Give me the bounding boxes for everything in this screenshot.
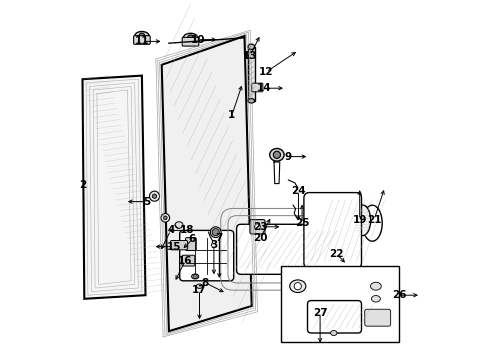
Text: 12: 12 [258, 67, 273, 77]
Text: 20: 20 [253, 233, 267, 243]
Text: 27: 27 [312, 308, 327, 318]
Ellipse shape [196, 284, 203, 288]
Text: 24: 24 [290, 186, 305, 196]
Text: 22: 22 [328, 249, 343, 259]
FancyBboxPatch shape [251, 83, 263, 92]
Ellipse shape [354, 205, 370, 236]
Ellipse shape [289, 280, 305, 292]
Bar [280, 266, 399, 342]
Text: 9: 9 [284, 152, 291, 162]
Ellipse shape [362, 205, 382, 241]
FancyBboxPatch shape [170, 240, 187, 250]
Circle shape [193, 274, 197, 279]
Text: 19: 19 [352, 215, 366, 225]
Text: 8: 8 [201, 278, 208, 288]
FancyBboxPatch shape [249, 220, 264, 234]
Ellipse shape [247, 99, 254, 103]
Ellipse shape [134, 32, 149, 41]
Ellipse shape [210, 227, 221, 238]
Circle shape [212, 229, 219, 236]
Text: 15: 15 [167, 242, 181, 252]
Circle shape [273, 151, 280, 158]
Ellipse shape [183, 33, 197, 42]
Ellipse shape [175, 222, 183, 228]
Circle shape [187, 35, 193, 41]
Text: 5: 5 [142, 197, 150, 207]
Ellipse shape [247, 44, 254, 50]
Bar [247, 47, 254, 101]
FancyBboxPatch shape [307, 301, 361, 333]
Text: 17: 17 [192, 285, 206, 295]
Ellipse shape [371, 296, 380, 302]
Text: 3: 3 [210, 240, 217, 250]
FancyBboxPatch shape [303, 193, 361, 268]
Text: 23: 23 [253, 222, 267, 232]
Circle shape [139, 33, 144, 39]
FancyBboxPatch shape [236, 224, 309, 274]
Text: 4: 4 [167, 225, 174, 235]
FancyBboxPatch shape [179, 230, 233, 281]
Text: 10: 10 [190, 35, 204, 45]
Text: 7: 7 [215, 233, 223, 243]
FancyBboxPatch shape [364, 309, 390, 326]
Text: 16: 16 [178, 256, 192, 266]
Circle shape [254, 224, 260, 230]
Circle shape [149, 191, 159, 201]
FancyBboxPatch shape [133, 36, 150, 44]
Text: 2: 2 [79, 180, 86, 190]
Text: 21: 21 [366, 215, 381, 225]
Polygon shape [162, 36, 251, 331]
Text: 18: 18 [179, 225, 194, 235]
Ellipse shape [330, 330, 336, 336]
Polygon shape [82, 76, 145, 299]
Ellipse shape [370, 282, 381, 290]
Circle shape [152, 194, 156, 198]
FancyBboxPatch shape [182, 37, 199, 46]
Circle shape [163, 216, 167, 220]
Text: 1: 1 [228, 110, 235, 120]
FancyBboxPatch shape [182, 255, 194, 266]
Ellipse shape [269, 149, 284, 161]
Circle shape [161, 213, 169, 222]
FancyBboxPatch shape [185, 238, 196, 251]
Text: 11: 11 [134, 36, 149, 46]
Text: 6: 6 [188, 234, 196, 244]
Text: 14: 14 [257, 83, 271, 93]
Text: 26: 26 [391, 290, 406, 300]
Text: 13: 13 [242, 51, 257, 61]
Ellipse shape [191, 274, 199, 279]
Circle shape [294, 283, 301, 290]
Text: 25: 25 [294, 218, 309, 228]
